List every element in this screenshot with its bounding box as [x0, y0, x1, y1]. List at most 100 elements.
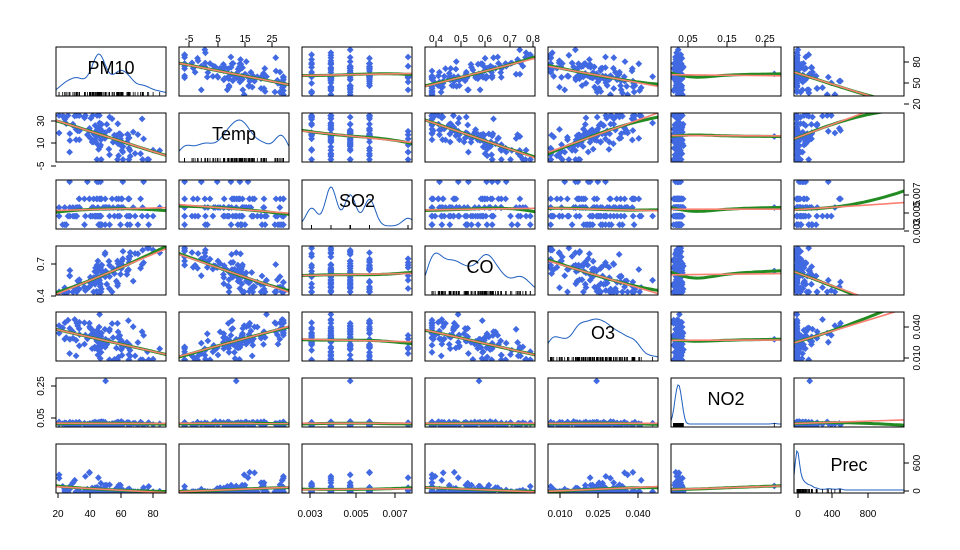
data-point: [93, 156, 101, 162]
panel-co-vs-prec: [793, 245, 905, 296]
data-point: [327, 151, 335, 159]
data-point: [197, 272, 205, 280]
data-point: [236, 356, 243, 361]
data-point: [227, 221, 235, 229]
data-point: [327, 114, 335, 122]
data-point: [605, 146, 613, 153]
data-point: [678, 323, 686, 331]
data-point: [526, 212, 534, 220]
rug-pm10: [58, 92, 161, 96]
data-point: [223, 335, 231, 343]
top-tick-temp-0: -5: [185, 34, 194, 45]
panel-frame: [301, 112, 413, 163]
data-point: [440, 212, 448, 220]
data-point: [823, 113, 831, 119]
data-point: [636, 288, 643, 295]
data-point: [809, 113, 816, 121]
data-point: [308, 120, 315, 127]
data-point: [812, 221, 820, 229]
data-point: [229, 258, 237, 266]
data-point: [263, 312, 270, 318]
variable-label-so2: SO2: [339, 191, 375, 211]
data-point: [62, 334, 70, 341]
points-co-vs-no2: [671, 246, 778, 295]
data-point: [97, 348, 105, 356]
data-point: [819, 316, 826, 323]
data-point: [106, 212, 113, 220]
linear-fit-line: [425, 57, 535, 88]
panel-frame: [178, 179, 290, 230]
data-point: [677, 221, 685, 229]
data-point: [237, 267, 245, 275]
data-point: [105, 257, 113, 265]
variable-label-pm10: PM10: [87, 58, 134, 78]
data-point: [794, 156, 801, 162]
data-point: [490, 115, 497, 123]
left-tick-temp-0: -5: [36, 161, 47, 170]
data-point: [327, 77, 335, 84]
data-point: [263, 73, 270, 80]
panel-temp-vs-co: [424, 112, 536, 163]
panel-frame: [793, 245, 905, 296]
panel-frame: [178, 46, 290, 97]
data-point: [229, 60, 237, 67]
top-tick-temp-3: 25: [266, 34, 278, 45]
data-point: [257, 85, 265, 92]
data-point: [327, 87, 335, 94]
data-point: [526, 221, 534, 229]
data-point: [272, 54, 280, 62]
data-point: [674, 331, 682, 339]
data-point: [616, 68, 623, 76]
data-point: [75, 195, 83, 203]
data-point: [242, 58, 250, 65]
data-point: [550, 72, 558, 80]
data-point: [123, 212, 131, 220]
data-point: [139, 356, 146, 361]
data-point: [502, 356, 509, 361]
data-point: [483, 180, 490, 186]
data-point: [797, 221, 805, 229]
data-point: [327, 91, 335, 96]
data-point: [514, 131, 521, 138]
data-point: [231, 212, 239, 220]
data-point: [105, 126, 113, 134]
rug-so2: [311, 225, 409, 229]
data-point: [464, 221, 472, 229]
points-no2-vs-temp: [181, 378, 287, 427]
bottom-tick-pm10-1: 40: [84, 509, 96, 520]
data-point: [465, 148, 472, 156]
data-point: [118, 147, 126, 154]
panel-so2-vs-temp: [178, 179, 290, 230]
data-point: [308, 79, 315, 87]
data-point: [446, 221, 454, 229]
data-point: [98, 221, 106, 229]
data-point: [106, 481, 113, 489]
panel-pm10-vs-temp: [178, 46, 290, 97]
data-point: [677, 156, 685, 162]
panel-frame: [793, 46, 905, 97]
data-point: [97, 288, 105, 295]
data-point: [404, 335, 412, 343]
data-point: [803, 86, 811, 94]
data-point: [366, 249, 373, 257]
left-tick-co-0: 0.4: [36, 289, 47, 303]
data-point: [206, 356, 214, 361]
data-point: [613, 195, 621, 203]
data-point: [404, 135, 412, 143]
data-point: [674, 276, 682, 284]
data-point: [474, 60, 482, 68]
data-point: [564, 72, 571, 80]
data-point: [82, 113, 89, 119]
data-point: [202, 212, 209, 220]
panel-so2-vs-co: [424, 179, 536, 230]
data-point: [607, 195, 614, 203]
data-point: [635, 60, 643, 68]
data-point: [366, 351, 373, 359]
data-point: [452, 58, 460, 65]
data-point: [672, 126, 680, 133]
data-point: [488, 221, 496, 229]
data-point: [478, 317, 486, 324]
data-point: [84, 180, 91, 186]
data-point: [280, 221, 287, 229]
data-point: [75, 113, 83, 119]
